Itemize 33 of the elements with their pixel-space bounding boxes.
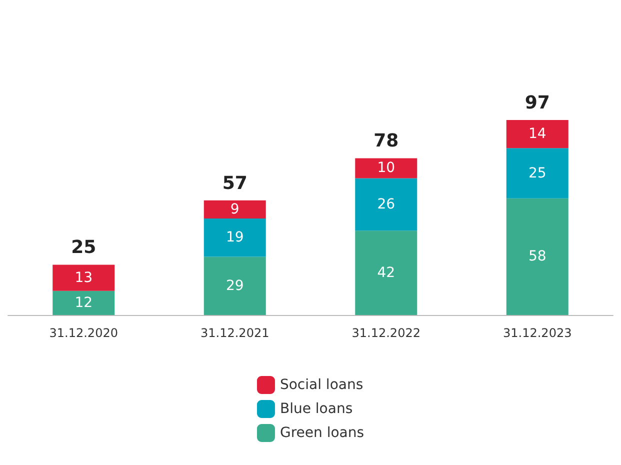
x-tick-label: 31.12.2023 bbox=[503, 326, 572, 340]
data-label: 10 bbox=[377, 160, 396, 176]
total-label: 97 bbox=[524, 92, 550, 114]
bar bbox=[204, 256, 266, 315]
bar bbox=[506, 148, 568, 198]
x-tick-label: 31.12.2020 bbox=[49, 326, 118, 340]
data-label: 14 bbox=[528, 126, 546, 142]
bar bbox=[204, 200, 266, 219]
legend-label: Blue loans bbox=[280, 401, 353, 417]
bar bbox=[52, 264, 115, 291]
data-label: 25 bbox=[528, 165, 546, 182]
x-tick-label: 31.12.2022 bbox=[352, 326, 420, 340]
bar bbox=[355, 230, 418, 315]
bar bbox=[506, 198, 568, 315]
x-tick-label: 31.12.2021 bbox=[200, 326, 270, 340]
bar bbox=[355, 178, 418, 231]
bar bbox=[204, 218, 266, 257]
data-label: 29 bbox=[226, 278, 244, 294]
data-label: 42 bbox=[377, 264, 396, 281]
data-label: 19 bbox=[226, 230, 244, 246]
legend-label: Social loans bbox=[280, 377, 364, 393]
data-label: 58 bbox=[528, 248, 546, 265]
data-label: 26 bbox=[377, 196, 396, 212]
data-label: 13 bbox=[74, 270, 93, 286]
data-label: 9 bbox=[230, 201, 240, 218]
legend-label: Green loans bbox=[280, 425, 364, 441]
bar bbox=[355, 158, 418, 178]
total-label: 57 bbox=[222, 172, 248, 194]
total-label: 25 bbox=[71, 237, 96, 258]
bar bbox=[506, 120, 568, 148]
total-label: 78 bbox=[374, 130, 399, 152]
bar bbox=[52, 290, 115, 315]
data-label: 12 bbox=[74, 294, 93, 311]
